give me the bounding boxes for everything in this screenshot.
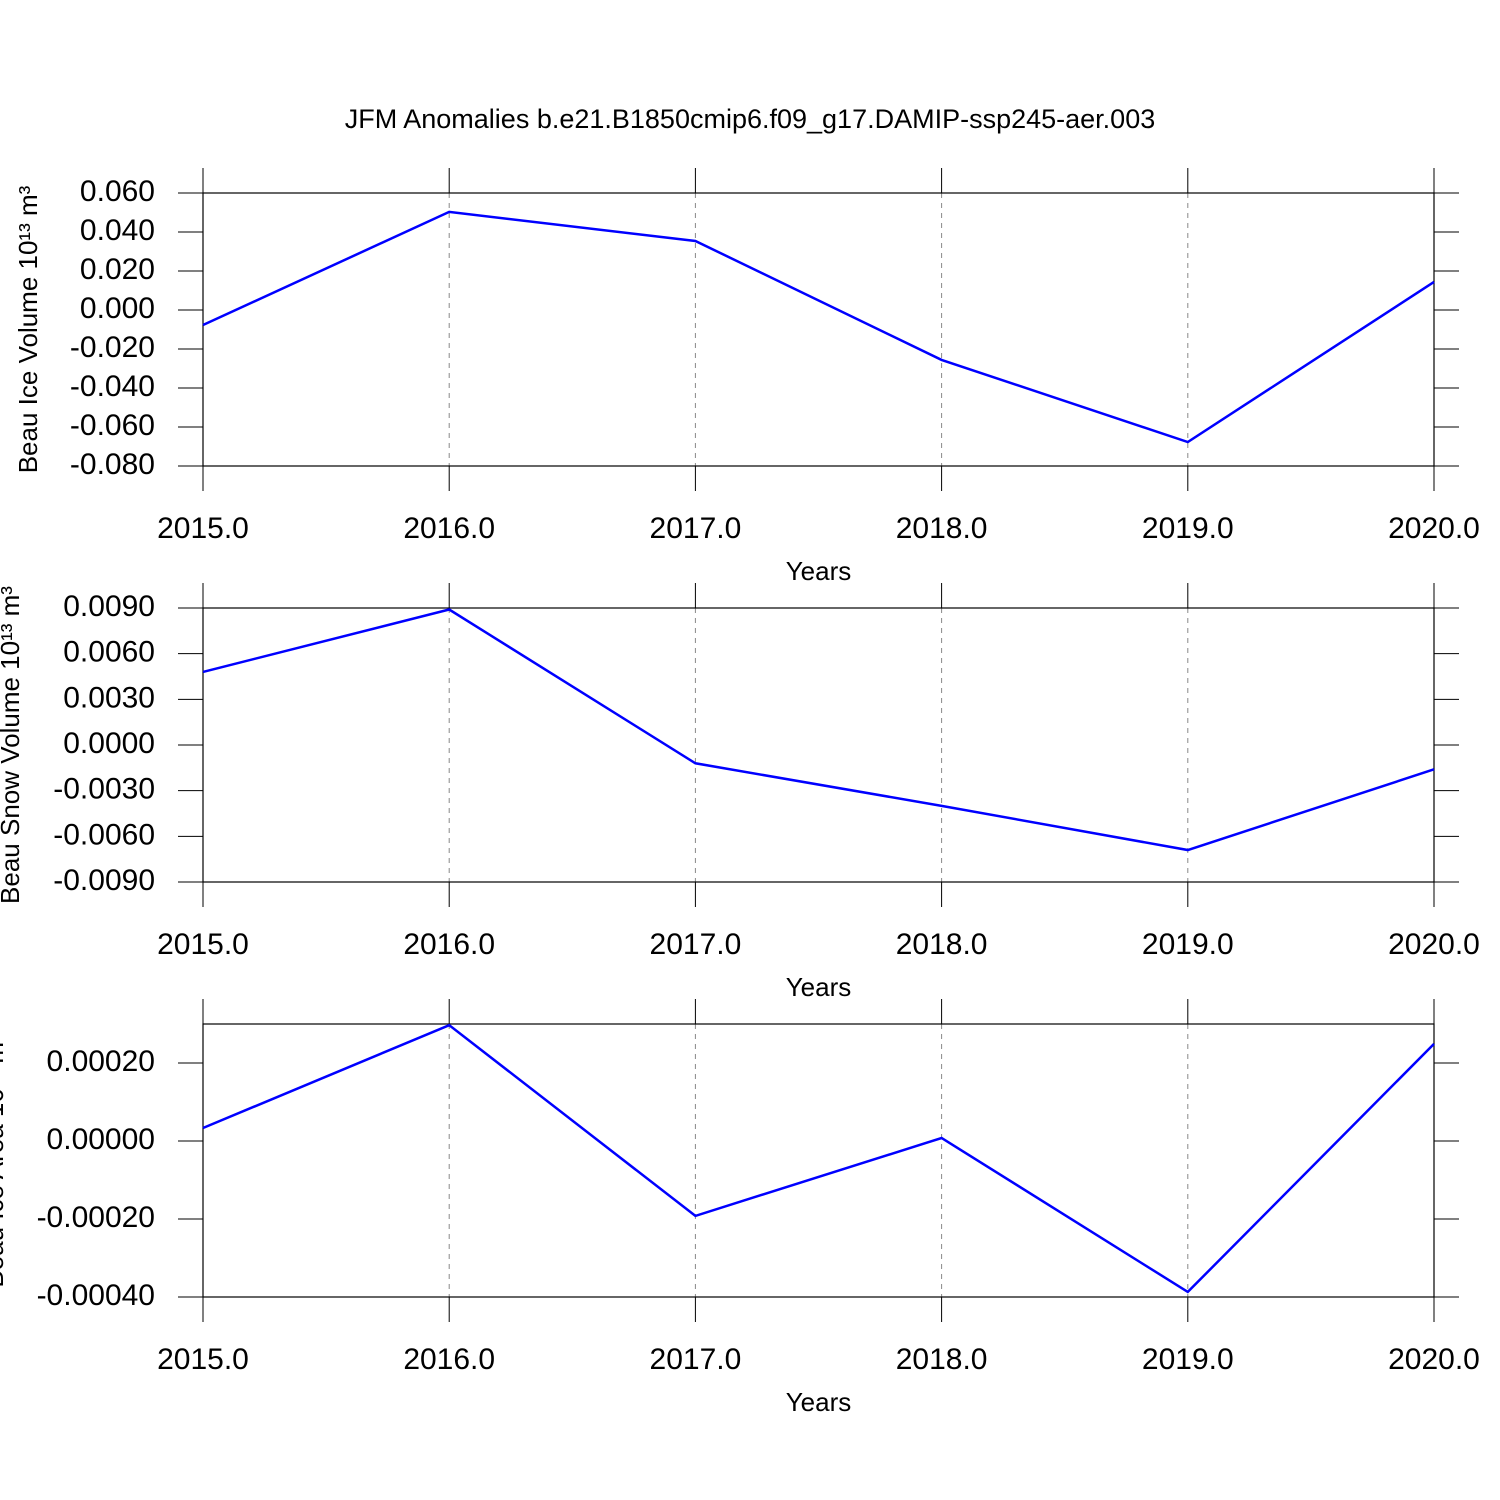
y-tick-label: 0.040 — [80, 214, 155, 247]
data-line — [202, 1023, 1435, 1294]
data-line — [202, 608, 1435, 852]
x-axis-label: Years — [786, 1387, 852, 1417]
figure-title: JFM Anomalies b.e21.B1850cmip6.f09_g17.D… — [345, 104, 1155, 134]
x-tick-label: 2017.0 — [650, 1343, 742, 1376]
x-tick-label: 2020.0 — [1388, 928, 1480, 961]
x-tick-label: 2020.0 — [1388, 512, 1480, 545]
x-tick-label: 2016.0 — [403, 1343, 495, 1376]
x-tick-label: 2015.0 — [157, 512, 249, 545]
x-tick-label: 2019.0 — [1142, 512, 1234, 545]
plot-frame — [202, 1023, 1435, 1298]
x-tick-label: 2015.0 — [157, 1343, 249, 1376]
y-tick-label: 0.060 — [80, 175, 155, 208]
y-tick-label: 0.0030 — [63, 681, 155, 714]
y-tick-label: 0.0060 — [63, 636, 155, 669]
y-tick-label: 0.00000 — [47, 1123, 155, 1156]
x-axis-label: Years — [786, 556, 852, 586]
x-tick-label: 2019.0 — [1142, 928, 1234, 961]
y-tick-label: 0.0090 — [63, 590, 155, 623]
data-line — [202, 210, 1435, 444]
y-tick-label: -0.0090 — [53, 864, 155, 897]
y-axis-label: Beau Ice Area 10¹³ m² — [0, 1033, 9, 1288]
x-tick-label: 2019.0 — [1142, 1343, 1234, 1376]
x-tick-label: 2016.0 — [403, 512, 495, 545]
y-tick-label: -0.080 — [70, 448, 155, 481]
y-tick-label: 0.00020 — [47, 1045, 155, 1078]
y-axis-label: Beau Snow Volume 10¹³ m³ — [0, 586, 25, 904]
y-axis-label: Beau Ice Volume 10¹³ m³ — [13, 185, 43, 473]
y-tick-label: -0.0060 — [53, 818, 155, 851]
x-tick-label: 2020.0 — [1388, 1343, 1480, 1376]
x-tick-label: 2017.0 — [650, 928, 742, 961]
x-tick-label: 2018.0 — [896, 928, 988, 961]
y-tick-label: 0.020 — [80, 253, 155, 286]
x-tick-label: 2016.0 — [403, 928, 495, 961]
plot-frame — [202, 192, 1435, 467]
y-tick-label: -0.020 — [70, 331, 155, 364]
x-tick-label: 2018.0 — [896, 512, 988, 545]
y-tick-label: 0.000 — [80, 292, 155, 325]
x-tick-label: 2015.0 — [157, 928, 249, 961]
y-tick-label: -0.00040 — [37, 1279, 155, 1312]
y-tick-label: 0.0000 — [63, 727, 155, 760]
x-tick-label: 2017.0 — [650, 512, 742, 545]
y-tick-label: -0.00020 — [37, 1201, 155, 1234]
y-tick-label: -0.060 — [70, 409, 155, 442]
x-tick-label: 2018.0 — [896, 1343, 988, 1376]
y-tick-label: -0.0030 — [53, 773, 155, 806]
x-axis-label: Years — [786, 972, 852, 1002]
y-tick-label: -0.040 — [70, 370, 155, 403]
plot-frame — [202, 607, 1435, 883]
